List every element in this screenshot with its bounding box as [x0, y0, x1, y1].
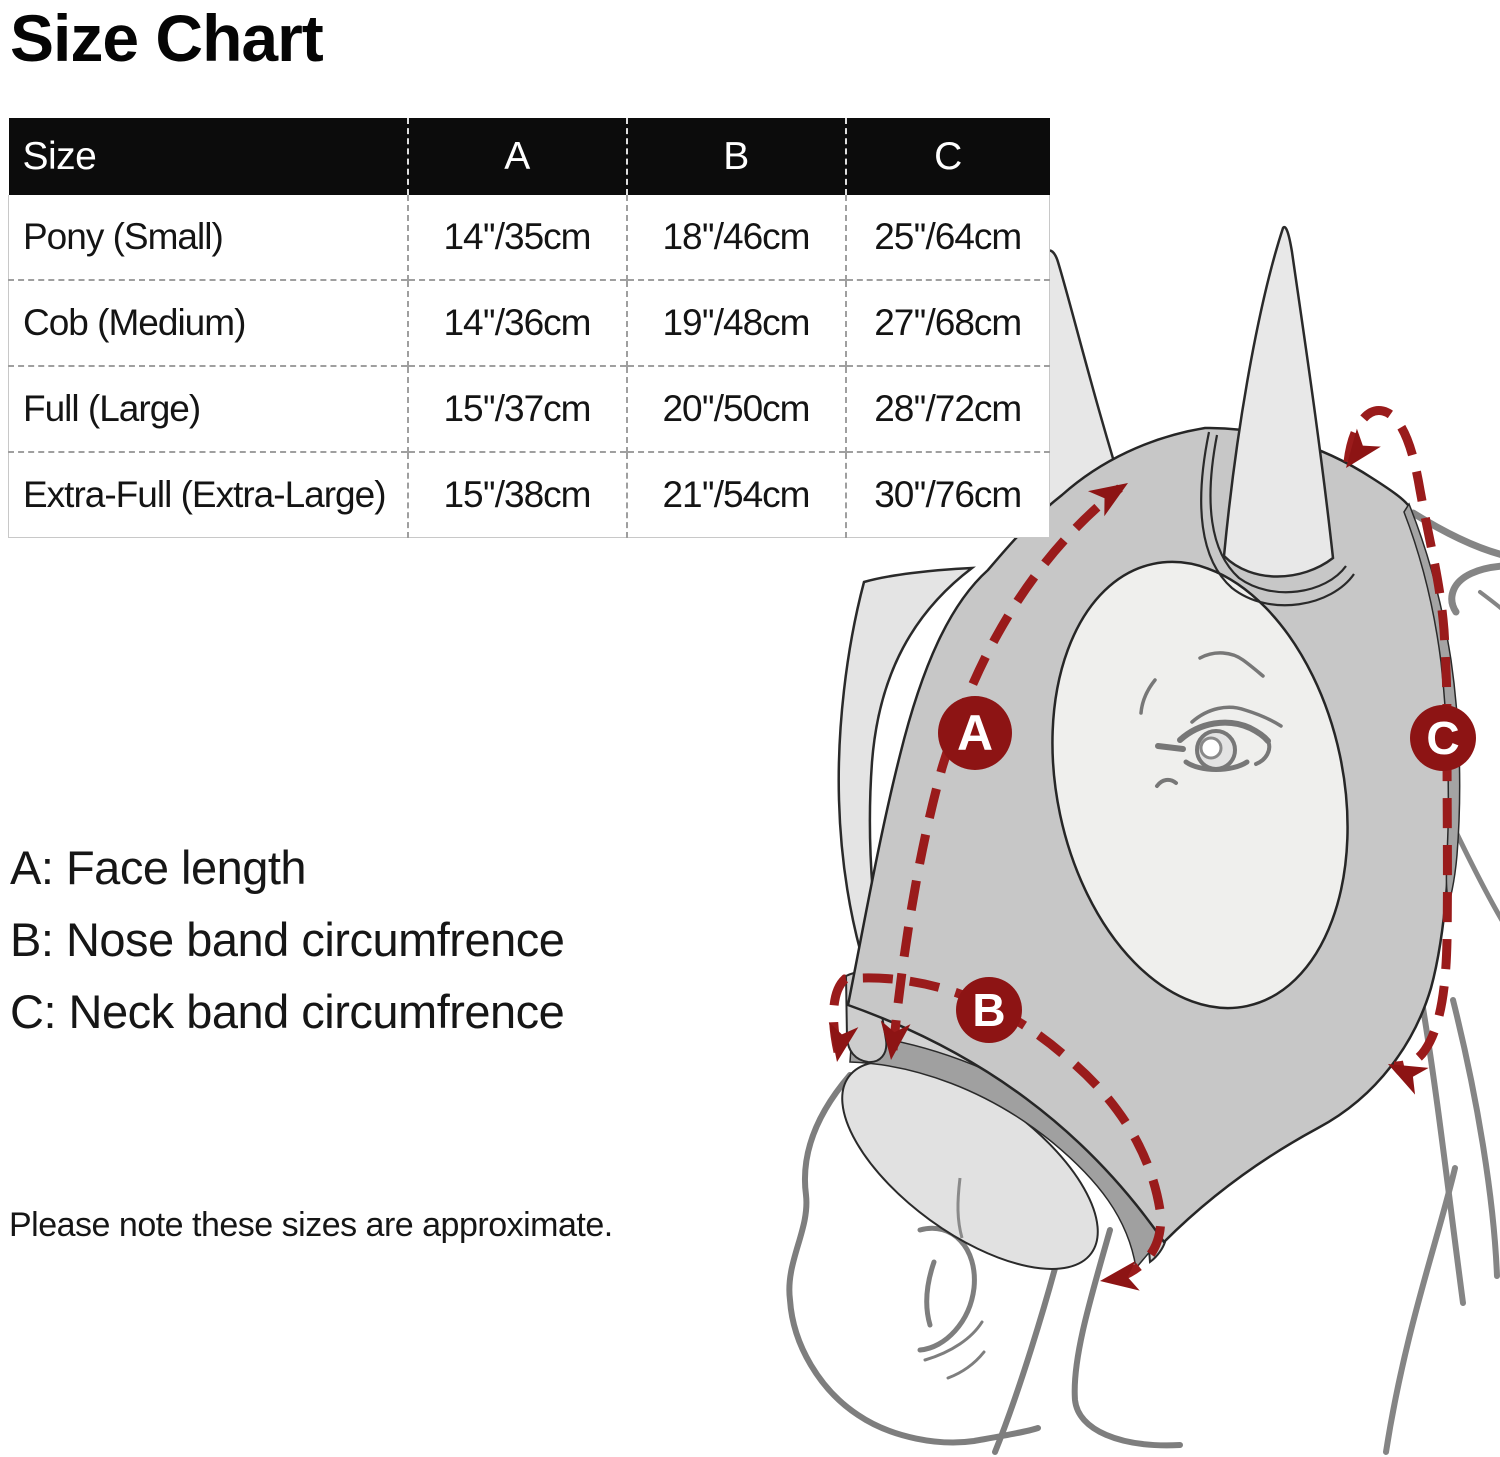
measurement-value-cell: 14''/35cm [406, 195, 627, 280]
measurement-value-cell: 20''/50cm [625, 365, 846, 452]
arrow-b-right [1100, 1260, 1140, 1291]
measurement-value-cell: 28''/72cm [844, 365, 1050, 452]
column-header-a: A [406, 118, 627, 195]
legend-item-a: A: Face length [10, 841, 307, 894]
size-table: Size A B C Pony (Small) 14''/35cm 18''/46c… [8, 118, 1050, 538]
column-header-b: B [625, 118, 846, 195]
measurement-value-cell: 21''/54cm [625, 451, 846, 538]
jaw-line-front [992, 1235, 1066, 1455]
size-label-cell: Extra-Full (Extra-Large) [8, 451, 408, 538]
measurement-markers: A B C [938, 696, 1476, 1043]
table-row: Full (Large) 15''/37cm 20''/50cm 28''/72cm [8, 365, 1050, 452]
measurement-value-cell: 25''/64cm [844, 195, 1050, 280]
jaw-line-back [1071, 1227, 1183, 1449]
measurement-value-cell: 30''/76cm [844, 451, 1050, 538]
table-row: Extra-Full (Extra-Large) 15''/38cm 21''/54… [8, 451, 1050, 538]
legend-item-b: B: Nose band circumfrence [10, 913, 565, 966]
measurement-line-b [829, 973, 1166, 1283]
size-label-cell: Cob (Medium) [8, 279, 408, 366]
pupil-highlight [1199, 736, 1223, 760]
mouth-outline [786, 1072, 1041, 1446]
size-label-cell: Pony (Small) [8, 195, 408, 280]
legend-item-c: C: Neck band circumfrence [10, 985, 565, 1038]
muzzle-crease [956, 1177, 964, 1239]
measurement-value-cell: 27''/68cm [844, 279, 1050, 366]
size-table-body: Pony (Small) 14''/35cm 18''/46cm 25''/64cm C… [8, 195, 1050, 538]
header-row: Size A B C [8, 118, 1050, 195]
measurement-legend: A: Face length B: Nose band circumfrence… [10, 832, 565, 1048]
approximation-note: Please note these sizes are approximate. [9, 1206, 613, 1244]
table-row: Pony (Small) 14''/35cm 18''/46cm 25''/64cm [8, 195, 1050, 280]
ear-hole-rim [1200, 431, 1355, 607]
measurement-arrowheads [828, 428, 1429, 1291]
measurement-value-cell: 15''/38cm [406, 451, 627, 538]
measurement-value-cell: 18''/46cm [625, 195, 846, 280]
arrow-c-top [1346, 428, 1381, 468]
marker-c-letter: C [1426, 712, 1459, 764]
upper-eyelid [1177, 719, 1271, 744]
measurement-value-cell: 15''/37cm [406, 365, 627, 452]
forehead-wrinkle [1198, 651, 1265, 678]
eye-opening [1051, 560, 1349, 1010]
arrow-b-left [828, 1021, 859, 1062]
nostril-accent-1 [923, 1320, 984, 1362]
measurement-value-cell: 19''/48cm [625, 279, 846, 366]
marker-b-badge [956, 977, 1022, 1043]
arrow-a-top [1087, 483, 1128, 517]
measurement-value-cell: 14''/36cm [406, 279, 627, 366]
nostril-accent-2 [946, 1350, 986, 1380]
right-ear [1222, 225, 1335, 578]
horse-eye-drawing [1139, 651, 1283, 788]
arrow-c-bottom [1388, 1064, 1429, 1095]
size-label-cell: Full (Large) [8, 365, 408, 452]
temple-accent [1139, 678, 1157, 715]
arrow-a-bottom [880, 1020, 911, 1060]
page-title: Size Chart [10, 1, 324, 75]
measurement-line-a [888, 484, 1123, 1051]
measurement-lines [829, 406, 1452, 1283]
column-header-c: C [844, 118, 1050, 195]
marker-a-letter: A [957, 705, 993, 761]
eye-corner-hook [1254, 739, 1272, 766]
marker-c-badge [1410, 705, 1476, 771]
size-table-header: Size A B C [8, 118, 1050, 195]
table-row: Cob (Medium) 14''/36cm 19''/48cm 27''/68cm [8, 279, 1050, 366]
marker-a-badge [938, 696, 1012, 770]
brow-line [1190, 705, 1283, 728]
marker-b-letter: B [972, 984, 1005, 1036]
cheekbone-tick [1155, 777, 1178, 788]
column-header-size: Size [8, 118, 408, 195]
eye-corner-dash [1155, 743, 1186, 752]
nostril-inner [924, 1259, 937, 1328]
